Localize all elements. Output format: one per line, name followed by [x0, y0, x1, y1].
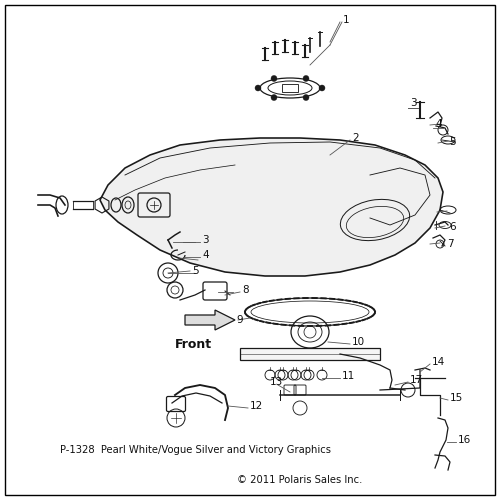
Circle shape	[271, 94, 277, 100]
Text: 3: 3	[202, 235, 208, 245]
Text: 2: 2	[352, 133, 358, 143]
Text: 5: 5	[192, 266, 198, 276]
Text: 4: 4	[202, 250, 208, 260]
Text: 15: 15	[450, 393, 463, 403]
Text: © 2011 Polaris Sales Inc.: © 2011 Polaris Sales Inc.	[238, 475, 362, 485]
Circle shape	[255, 85, 261, 91]
Text: 10: 10	[352, 337, 365, 347]
Text: 9: 9	[236, 315, 242, 325]
Text: 16: 16	[458, 435, 471, 445]
Circle shape	[319, 85, 325, 91]
Text: 12: 12	[250, 401, 263, 411]
Polygon shape	[100, 138, 443, 276]
Text: 11: 11	[342, 371, 355, 381]
Text: 1: 1	[343, 15, 349, 25]
Bar	[240, 348, 380, 360]
Bar	[282, 84, 298, 92]
Circle shape	[271, 76, 277, 82]
Text: 8: 8	[242, 285, 248, 295]
Polygon shape	[185, 310, 235, 330]
Text: 4: 4	[435, 119, 442, 129]
Text: Front: Front	[175, 338, 212, 351]
Text: 5: 5	[449, 137, 456, 147]
Circle shape	[303, 76, 309, 82]
Text: 3: 3	[410, 98, 416, 108]
Text: 7: 7	[447, 239, 454, 249]
Text: 14: 14	[432, 357, 446, 367]
Text: 13: 13	[270, 377, 283, 387]
Text: 6: 6	[449, 222, 456, 232]
Text: P-1328  Pearl White/Vogue Silver and Victory Graphics: P-1328 Pearl White/Vogue Silver and Vict…	[60, 445, 331, 455]
Circle shape	[303, 94, 309, 100]
Text: 17: 17	[410, 375, 423, 385]
